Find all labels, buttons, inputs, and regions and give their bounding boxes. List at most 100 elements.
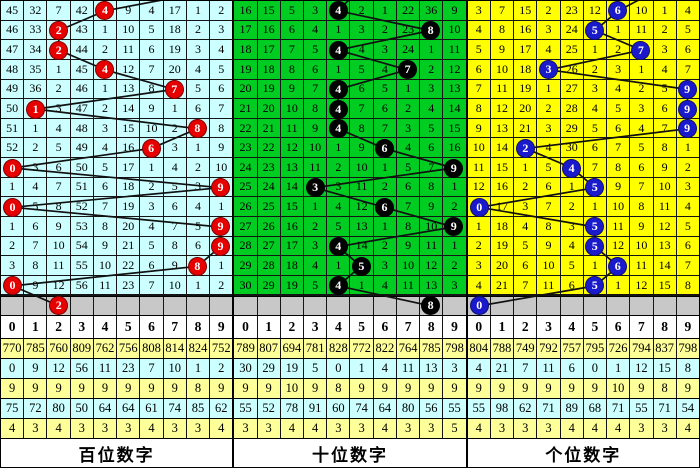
grid-cell: 56 bbox=[70, 275, 93, 295]
stat-cell: 9 bbox=[420, 379, 443, 398]
gray-cell bbox=[304, 296, 327, 315]
grid-cell: 11 bbox=[280, 118, 304, 138]
grid-cell: 9 bbox=[490, 40, 514, 59]
grid-cell: 2 bbox=[560, 197, 583, 216]
stat-cell: 8 bbox=[676, 359, 699, 378]
tens-stats: 789 807 694 781 828 772 822 764 785 798 30 29 19 5 0 1 4… bbox=[234, 338, 466, 438]
grid-cell: 34 bbox=[24, 40, 47, 59]
grid-cell: 30 bbox=[234, 275, 257, 295]
drawn-number-ball: 8 bbox=[187, 256, 207, 276]
grid-cell: 12 bbox=[607, 236, 630, 256]
grid-cell: 9 bbox=[630, 216, 653, 236]
grid-cell: 20 bbox=[234, 79, 257, 99]
grid-cell: 1 bbox=[396, 79, 420, 99]
stat-cell: 9 bbox=[396, 379, 420, 398]
grid-cell: 6 bbox=[163, 197, 186, 216]
grid-cell: 20 bbox=[514, 99, 537, 118]
grid-cell: 3 bbox=[163, 138, 186, 157]
grid-cell: 25 bbox=[560, 40, 583, 59]
stat-cell: 10 bbox=[163, 359, 186, 378]
stat-cell: 3 bbox=[70, 419, 93, 438]
grid-cell: 11 bbox=[350, 177, 373, 197]
grid-cell: 10 bbox=[396, 256, 420, 275]
grid-cell: 2 bbox=[467, 236, 490, 256]
grid-cell: 12 bbox=[420, 256, 443, 275]
drawn-number-ball: 3 bbox=[305, 178, 325, 198]
stat-cell: 55 bbox=[443, 399, 466, 418]
grid-cell: 9 bbox=[47, 216, 70, 236]
stat-cell: 60 bbox=[327, 399, 350, 418]
grid-cell: 55 bbox=[70, 256, 93, 275]
stat-cell: 15 bbox=[653, 359, 676, 378]
grid-cell: 17 bbox=[280, 236, 304, 256]
stat-cell: 792 bbox=[537, 339, 560, 358]
stat-cell: 3 bbox=[327, 419, 350, 438]
grid-cell: 7 bbox=[653, 118, 676, 138]
grid-cell: 3 bbox=[676, 177, 699, 197]
grid-cell: 36 bbox=[24, 79, 47, 99]
stat-cell: 9 bbox=[583, 379, 607, 398]
gray-cell bbox=[24, 296, 47, 315]
grid-cell: 23 bbox=[234, 138, 257, 157]
grid-cell: 5 bbox=[560, 256, 583, 275]
grid-cell: 11 bbox=[47, 256, 70, 275]
panel-hundreds: 45 32 7 42 9 4 17 1 2 46 33 43 1 10 5 18 2 3 47 34 44 2 11 6 19 3… bbox=[1, 1, 233, 467]
digit-header-cell: 8 bbox=[653, 316, 676, 338]
grid-cell: 2 bbox=[514, 177, 537, 197]
stat-cell: 3 bbox=[257, 419, 280, 438]
grid-cell: 10 bbox=[163, 275, 186, 295]
grid-cell: 1 bbox=[327, 59, 350, 79]
stat-cell: 74 bbox=[350, 399, 373, 418]
grid-cell: 19 bbox=[280, 275, 304, 295]
drawn-number-ball: 5 bbox=[351, 256, 371, 276]
gray-cell bbox=[583, 296, 607, 315]
grid-cell: 11 bbox=[443, 40, 466, 59]
grid-cell: 4 bbox=[24, 177, 47, 197]
grid-cell: 3 bbox=[373, 256, 396, 275]
grid-cell: 6 bbox=[514, 256, 537, 275]
grid-cell: 1 bbox=[443, 236, 466, 256]
stat-cell: 3 bbox=[117, 419, 140, 438]
grid-cell: 13 bbox=[280, 158, 304, 177]
grid-cell: 3 bbox=[140, 197, 163, 216]
drawn-number-ball: 4 bbox=[328, 1, 348, 21]
stat-cell: 55 bbox=[467, 399, 490, 418]
grid-cell: 6 bbox=[537, 177, 560, 197]
stat-cell: 0 bbox=[583, 359, 607, 378]
stat-cell: 4 bbox=[607, 419, 630, 438]
grid-cell: 6 bbox=[583, 138, 607, 157]
gray-cell bbox=[1, 296, 24, 315]
digit-header-cell: 1 bbox=[257, 316, 280, 338]
grid-cell: 1 bbox=[630, 59, 653, 79]
grid-cell: 1 bbox=[304, 197, 327, 216]
grid-cell: 14 bbox=[280, 177, 304, 197]
grid-cell: 49 bbox=[1, 79, 24, 99]
drawn-number-ball: 2 bbox=[49, 40, 69, 60]
grid-cell: 5 bbox=[350, 59, 373, 79]
grid-cell: 19 bbox=[234, 59, 257, 79]
grid-cell: 7 bbox=[583, 158, 607, 177]
grid-cell: 52 bbox=[1, 138, 24, 157]
grid-cell: 6 bbox=[607, 118, 630, 138]
grid-cell: 48 bbox=[70, 118, 93, 138]
grid-cell: 8 bbox=[653, 138, 676, 157]
grid-cell: 3 bbox=[607, 59, 630, 79]
grid-cell: 5 bbox=[163, 177, 186, 197]
grid-cell: 3 bbox=[1, 256, 24, 275]
grid-cell: 11 bbox=[93, 275, 117, 295]
grid-cell: 12 bbox=[117, 59, 140, 79]
grid-cell: 4 bbox=[676, 197, 699, 216]
grid-cell: 35 bbox=[24, 59, 47, 79]
grid-cell: 10 bbox=[443, 20, 466, 40]
stat-cell: 54 bbox=[676, 399, 699, 418]
stat-cell: 64 bbox=[117, 399, 140, 418]
stat-cell: 9 bbox=[257, 379, 280, 398]
grid-cell: 10 bbox=[537, 256, 560, 275]
stat-cell: 62 bbox=[210, 399, 233, 418]
grid-cell: 19 bbox=[163, 40, 186, 59]
grid-cell: 5 bbox=[607, 99, 630, 118]
grid-cell: 6 bbox=[186, 236, 210, 256]
grid-cell: 11 bbox=[537, 275, 560, 295]
stat-cell: 4 bbox=[304, 419, 327, 438]
